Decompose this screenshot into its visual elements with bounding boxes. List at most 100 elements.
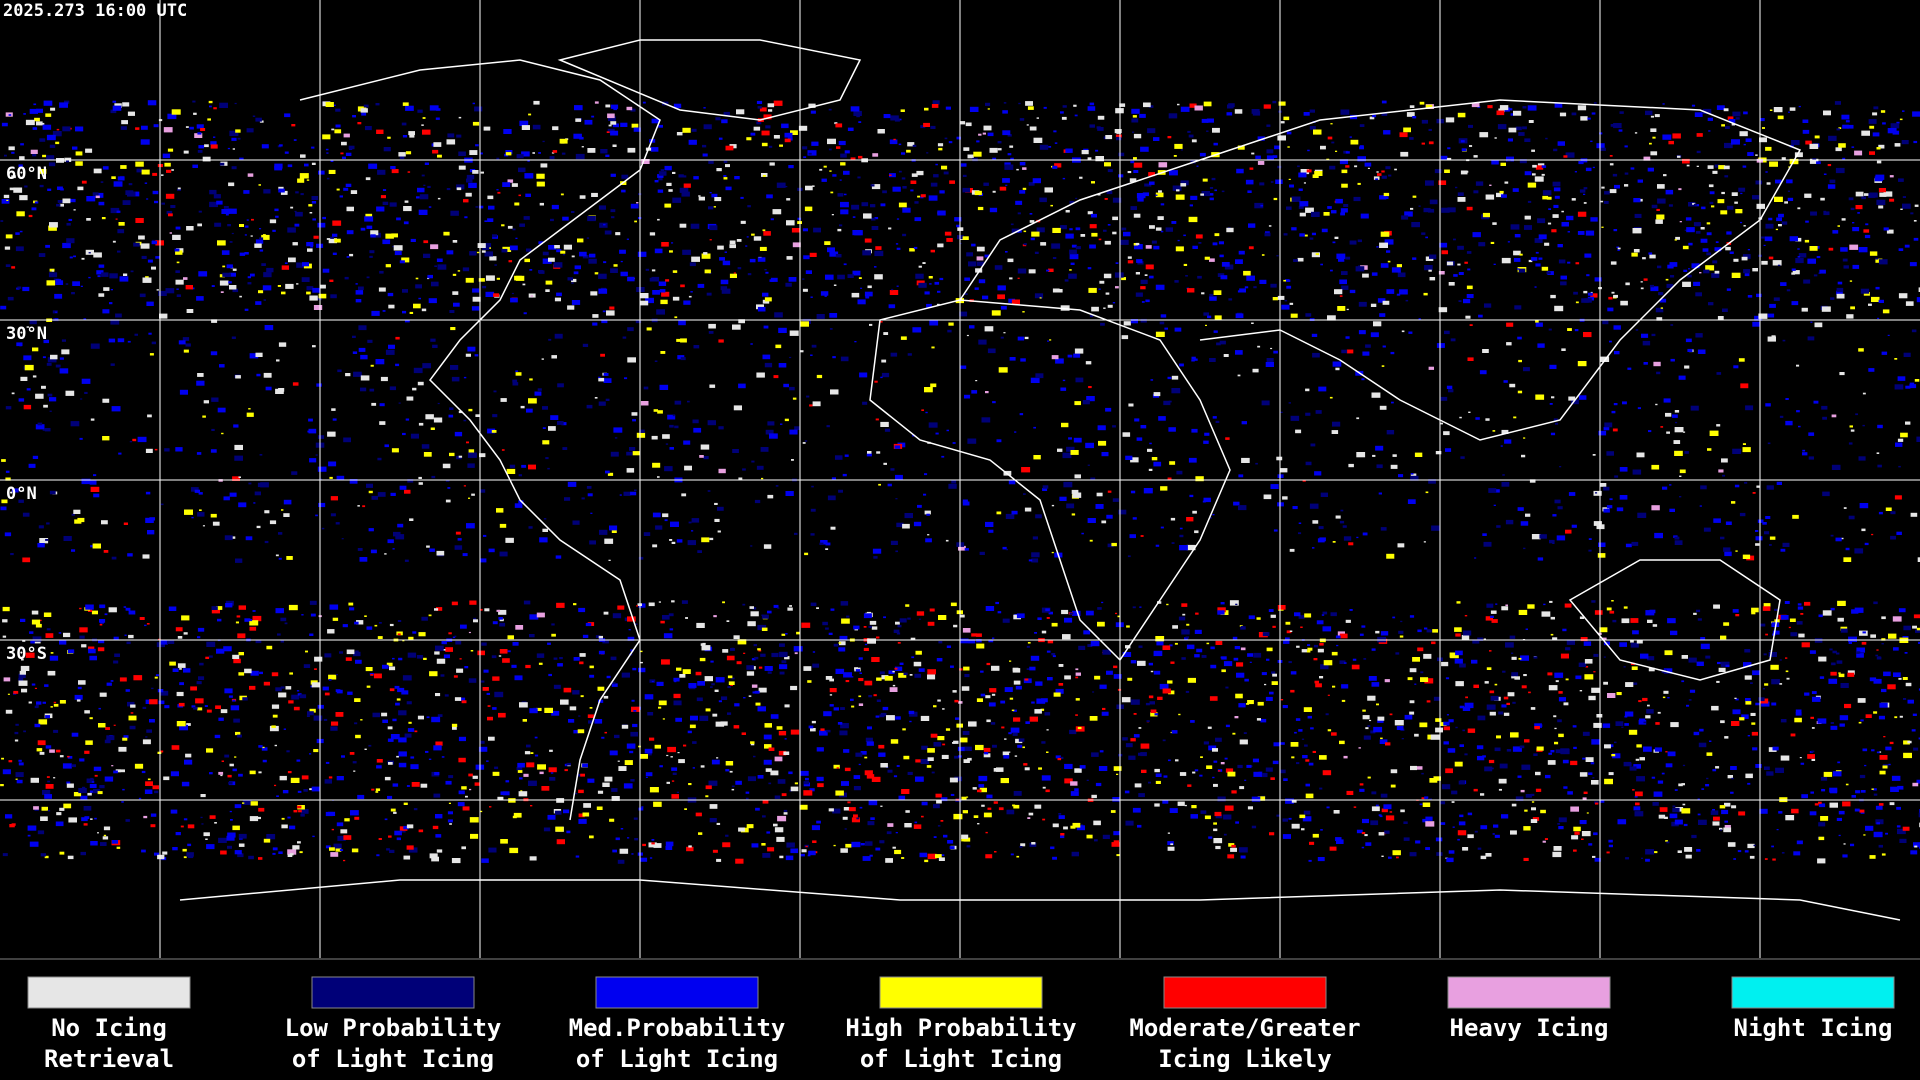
speckle [892, 186, 901, 192]
speckle [1614, 351, 1620, 355]
speckle [1389, 713, 1393, 716]
speckle [572, 520, 580, 525]
speckle [1722, 308, 1728, 312]
speckle [865, 737, 873, 742]
speckle [890, 115, 899, 121]
speckle [1670, 358, 1675, 362]
speckle [1428, 269, 1432, 272]
speckle [1309, 503, 1319, 509]
speckle [997, 294, 1005, 300]
speckle [49, 397, 57, 402]
speckle [224, 273, 231, 277]
speckle [1298, 522, 1302, 524]
speckle [424, 162, 429, 165]
speckle [1070, 262, 1075, 265]
speckle [1876, 199, 1886, 205]
speckle [190, 686, 197, 691]
speckle [1503, 712, 1510, 716]
speckle [764, 744, 772, 749]
speckle [662, 434, 670, 439]
speckle [73, 255, 76, 258]
speckle [1400, 151, 1409, 157]
speckle [111, 840, 118, 844]
speckle [1188, 134, 1194, 138]
speckle [1239, 786, 1245, 790]
speckle [981, 417, 991, 423]
speckle [1346, 308, 1349, 311]
speckle [1534, 286, 1537, 288]
speckle [538, 270, 545, 274]
speckle [972, 787, 977, 790]
speckle [1695, 292, 1702, 297]
speckle [1349, 240, 1357, 245]
speckle [553, 684, 561, 689]
speckle [398, 402, 401, 404]
speckle [162, 851, 168, 855]
speckle [1697, 618, 1702, 621]
speckle [1029, 126, 1037, 131]
speckle [1426, 700, 1431, 703]
speckle [259, 249, 264, 252]
speckle [1228, 298, 1233, 301]
speckle [773, 135, 780, 139]
speckle [717, 506, 724, 511]
speckle [1473, 190, 1479, 194]
speckle [300, 193, 304, 196]
speckle [976, 256, 984, 261]
speckle [1022, 311, 1025, 313]
speckle [496, 609, 500, 612]
speckle [542, 440, 550, 445]
speckle [1797, 603, 1802, 606]
speckle [1656, 371, 1661, 375]
speckle [1007, 258, 1014, 263]
speckle [70, 421, 80, 427]
speckle [1565, 529, 1572, 534]
speckle [468, 631, 471, 634]
speckle [720, 279, 729, 285]
speckle [1310, 443, 1316, 447]
speckle [642, 843, 646, 847]
speckle [1336, 253, 1346, 259]
speckle [578, 818, 587, 824]
speckle [475, 414, 480, 417]
speckle [1046, 269, 1050, 272]
speckle [571, 255, 575, 258]
speckle [1175, 246, 1184, 252]
speckle [1501, 194, 1507, 198]
speckle [1791, 272, 1796, 275]
speckle [1739, 717, 1745, 721]
speckle [127, 701, 135, 707]
speckle [767, 421, 775, 426]
speckle [512, 382, 519, 386]
speckle [1706, 222, 1711, 225]
speckle [340, 152, 344, 155]
speckle [1005, 251, 1008, 253]
speckle [720, 286, 728, 291]
speckle [983, 182, 989, 186]
speckle [47, 188, 52, 191]
speckle [1319, 787, 1323, 790]
speckle [1535, 251, 1539, 254]
speckle [1193, 358, 1198, 361]
speckle [1795, 237, 1802, 242]
speckle [1510, 113, 1515, 116]
speckle [913, 521, 922, 527]
speckle [429, 105, 439, 111]
speckle [790, 729, 800, 735]
speckle [146, 198, 149, 200]
speckle [1651, 464, 1660, 470]
speckle [1201, 118, 1209, 123]
speckle [549, 156, 555, 160]
speckle [291, 694, 300, 700]
speckle [1331, 210, 1337, 214]
speckle [868, 695, 873, 698]
speckle [102, 309, 110, 314]
speckle [548, 257, 555, 262]
speckle [595, 635, 601, 638]
speckle [1772, 630, 1780, 635]
speckle [761, 173, 768, 177]
speckle [1459, 416, 1462, 419]
speckle [1360, 213, 1369, 219]
speckle [1133, 213, 1141, 218]
speckle [1713, 518, 1721, 523]
